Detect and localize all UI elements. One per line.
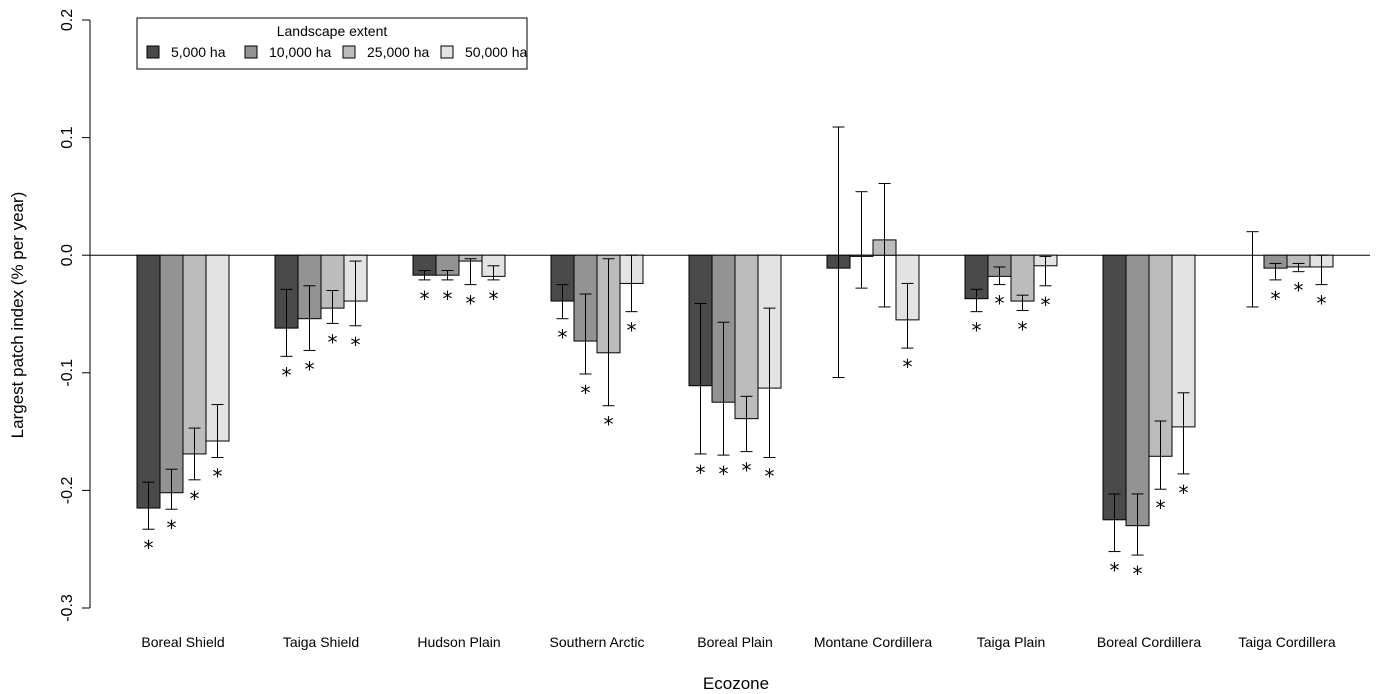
bar (1102, 254, 1127, 521)
significance-star: * (282, 363, 292, 387)
significance-star: * (972, 319, 982, 343)
significance-star: * (190, 487, 200, 511)
y-tick-label: -0.3 (59, 594, 76, 622)
y-axis-title: Largest patch index (% per year) (8, 192, 27, 439)
legend-box (136, 17, 528, 70)
category-label: Boreal Shield (141, 634, 224, 650)
category-label: Montane Cordillera (814, 634, 932, 650)
y-axis: -0.3 -0.2 -0.1 0.0 0.1 0.2 (59, 9, 91, 622)
significance-star: * (466, 292, 476, 316)
bar (136, 254, 161, 509)
legend-label: 50,000 ha (465, 44, 527, 60)
legend-swatch (342, 45, 356, 59)
y-tick-label: -0.1 (59, 359, 76, 387)
significance-markers: * * * * * * * * * * * * * * * * * * * * * * * * * * * * * * * * (144, 279, 1327, 586)
category-label: Hudson Plain (417, 634, 500, 650)
significance-star: * (903, 355, 913, 379)
significance-star: * (167, 516, 177, 540)
significance-star: * (351, 333, 361, 357)
bar (159, 254, 184, 494)
significance-star: * (1018, 317, 1028, 341)
significance-star: * (1110, 559, 1120, 583)
significance-star: * (696, 461, 706, 485)
significance-star: * (995, 292, 1005, 316)
y-tick-label: 0.1 (59, 126, 76, 148)
category-label: Taiga Cordillera (1238, 634, 1335, 650)
significance-star: * (1041, 293, 1051, 317)
y-tick-label: 0.2 (59, 9, 76, 31)
significance-star: * (1271, 287, 1281, 311)
legend-label: 10,000 ha (269, 44, 331, 60)
significance-star: * (581, 381, 591, 405)
bar (1125, 254, 1150, 527)
bar (734, 254, 759, 420)
significance-star: * (627, 319, 637, 343)
legend-label: 5,000 ha (171, 44, 226, 60)
significance-star: * (328, 330, 338, 354)
significance-star: * (765, 464, 775, 488)
significance-star: * (213, 464, 223, 488)
significance-star: * (489, 287, 499, 311)
significance-star: * (1133, 562, 1143, 586)
significance-star: * (604, 413, 614, 437)
significance-star: * (742, 459, 752, 483)
bar (182, 254, 207, 455)
legend-swatch (146, 45, 160, 59)
category-labels: Boreal Shield Taiga Shield Hudson Plain Sou… (141, 634, 1335, 650)
legend: Landscape extent 5,000 ha 10,000 ha 25,000 … (136, 17, 528, 70)
y-tick-label: -0.2 (59, 477, 76, 505)
error-bars (142, 126, 1328, 556)
legend-swatch (440, 45, 454, 59)
significance-star: * (1317, 292, 1327, 316)
significance-star: * (144, 536, 154, 560)
legend-swatch (244, 45, 258, 59)
significance-star: * (558, 326, 568, 350)
significance-star: * (1294, 279, 1304, 303)
y-tick-label: 0.0 (59, 244, 76, 266)
legend-title: Landscape extent (277, 23, 388, 39)
significance-star: * (420, 287, 430, 311)
significance-star: * (305, 357, 315, 381)
category-label: Taiga Plain (977, 634, 1046, 650)
bar (1010, 254, 1035, 302)
category-label: Boreal Cordillera (1097, 634, 1201, 650)
category-label: Taiga Shield (283, 634, 359, 650)
significance-star: * (1156, 496, 1166, 520)
category-label: Boreal Plain (697, 634, 773, 650)
x-axis-title: Ecozone (703, 674, 769, 693)
category-label: Southern Arctic (550, 634, 645, 650)
significance-star: * (719, 462, 729, 486)
significance-star: * (443, 287, 453, 311)
significance-star: * (1179, 481, 1189, 505)
legend-label: 25,000 ha (367, 44, 429, 60)
